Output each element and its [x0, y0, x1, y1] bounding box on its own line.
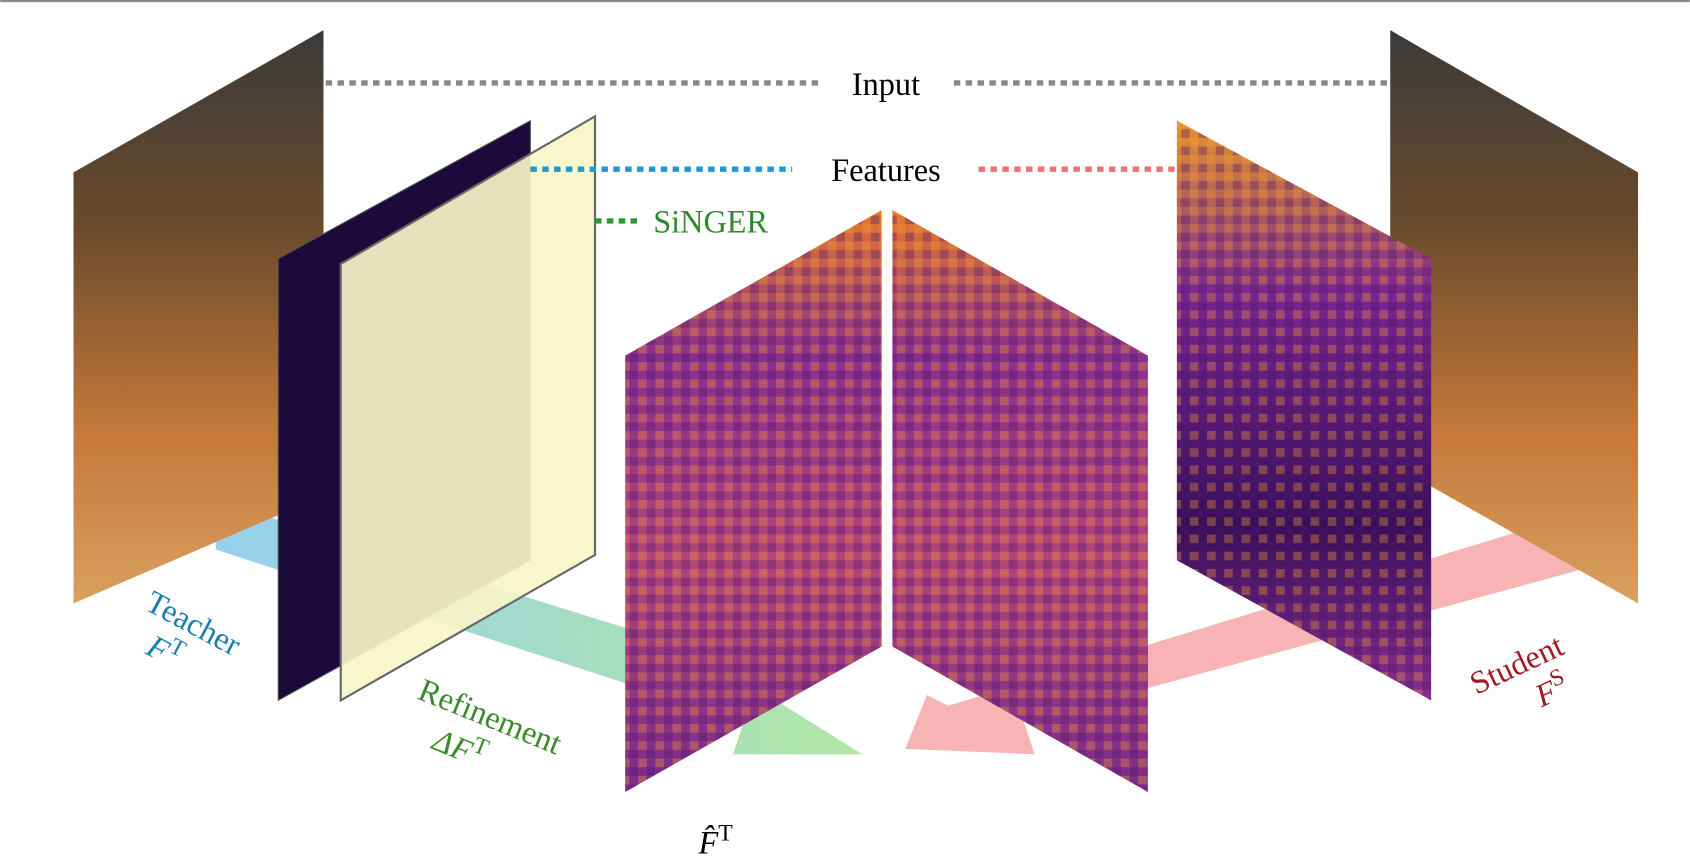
- singer-label: SiNGER: [653, 204, 768, 240]
- refined-teacher-symbol: F̂: [697, 824, 718, 860]
- refined-teacher-label: F̂T: [697, 820, 733, 860]
- student-label: Student FS: [1464, 627, 1585, 737]
- diagram: Input Features SiNGER Teacher FT Refinem…: [0, 0, 1690, 862]
- page: Input Features SiNGER Teacher FT Refinem…: [0, 0, 1690, 862]
- refined-teacher-texture: [625, 210, 881, 792]
- refinement-label: Refinement ΔFT: [398, 671, 567, 799]
- teacher-label: Teacher FT: [122, 583, 247, 697]
- refined-teacher-superscript: T: [718, 820, 733, 846]
- features-label: Features: [831, 152, 940, 188]
- refinement-symbol: ΔF: [426, 721, 477, 770]
- input-label: Input: [852, 66, 920, 102]
